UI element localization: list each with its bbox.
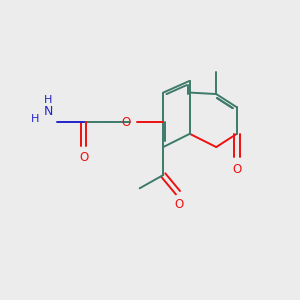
Text: O: O — [232, 163, 242, 176]
Text: H: H — [31, 114, 39, 124]
Text: O: O — [175, 198, 184, 211]
Text: H: H — [44, 95, 52, 105]
Text: O: O — [121, 116, 130, 128]
Text: N: N — [44, 105, 53, 118]
Text: O: O — [79, 151, 88, 164]
